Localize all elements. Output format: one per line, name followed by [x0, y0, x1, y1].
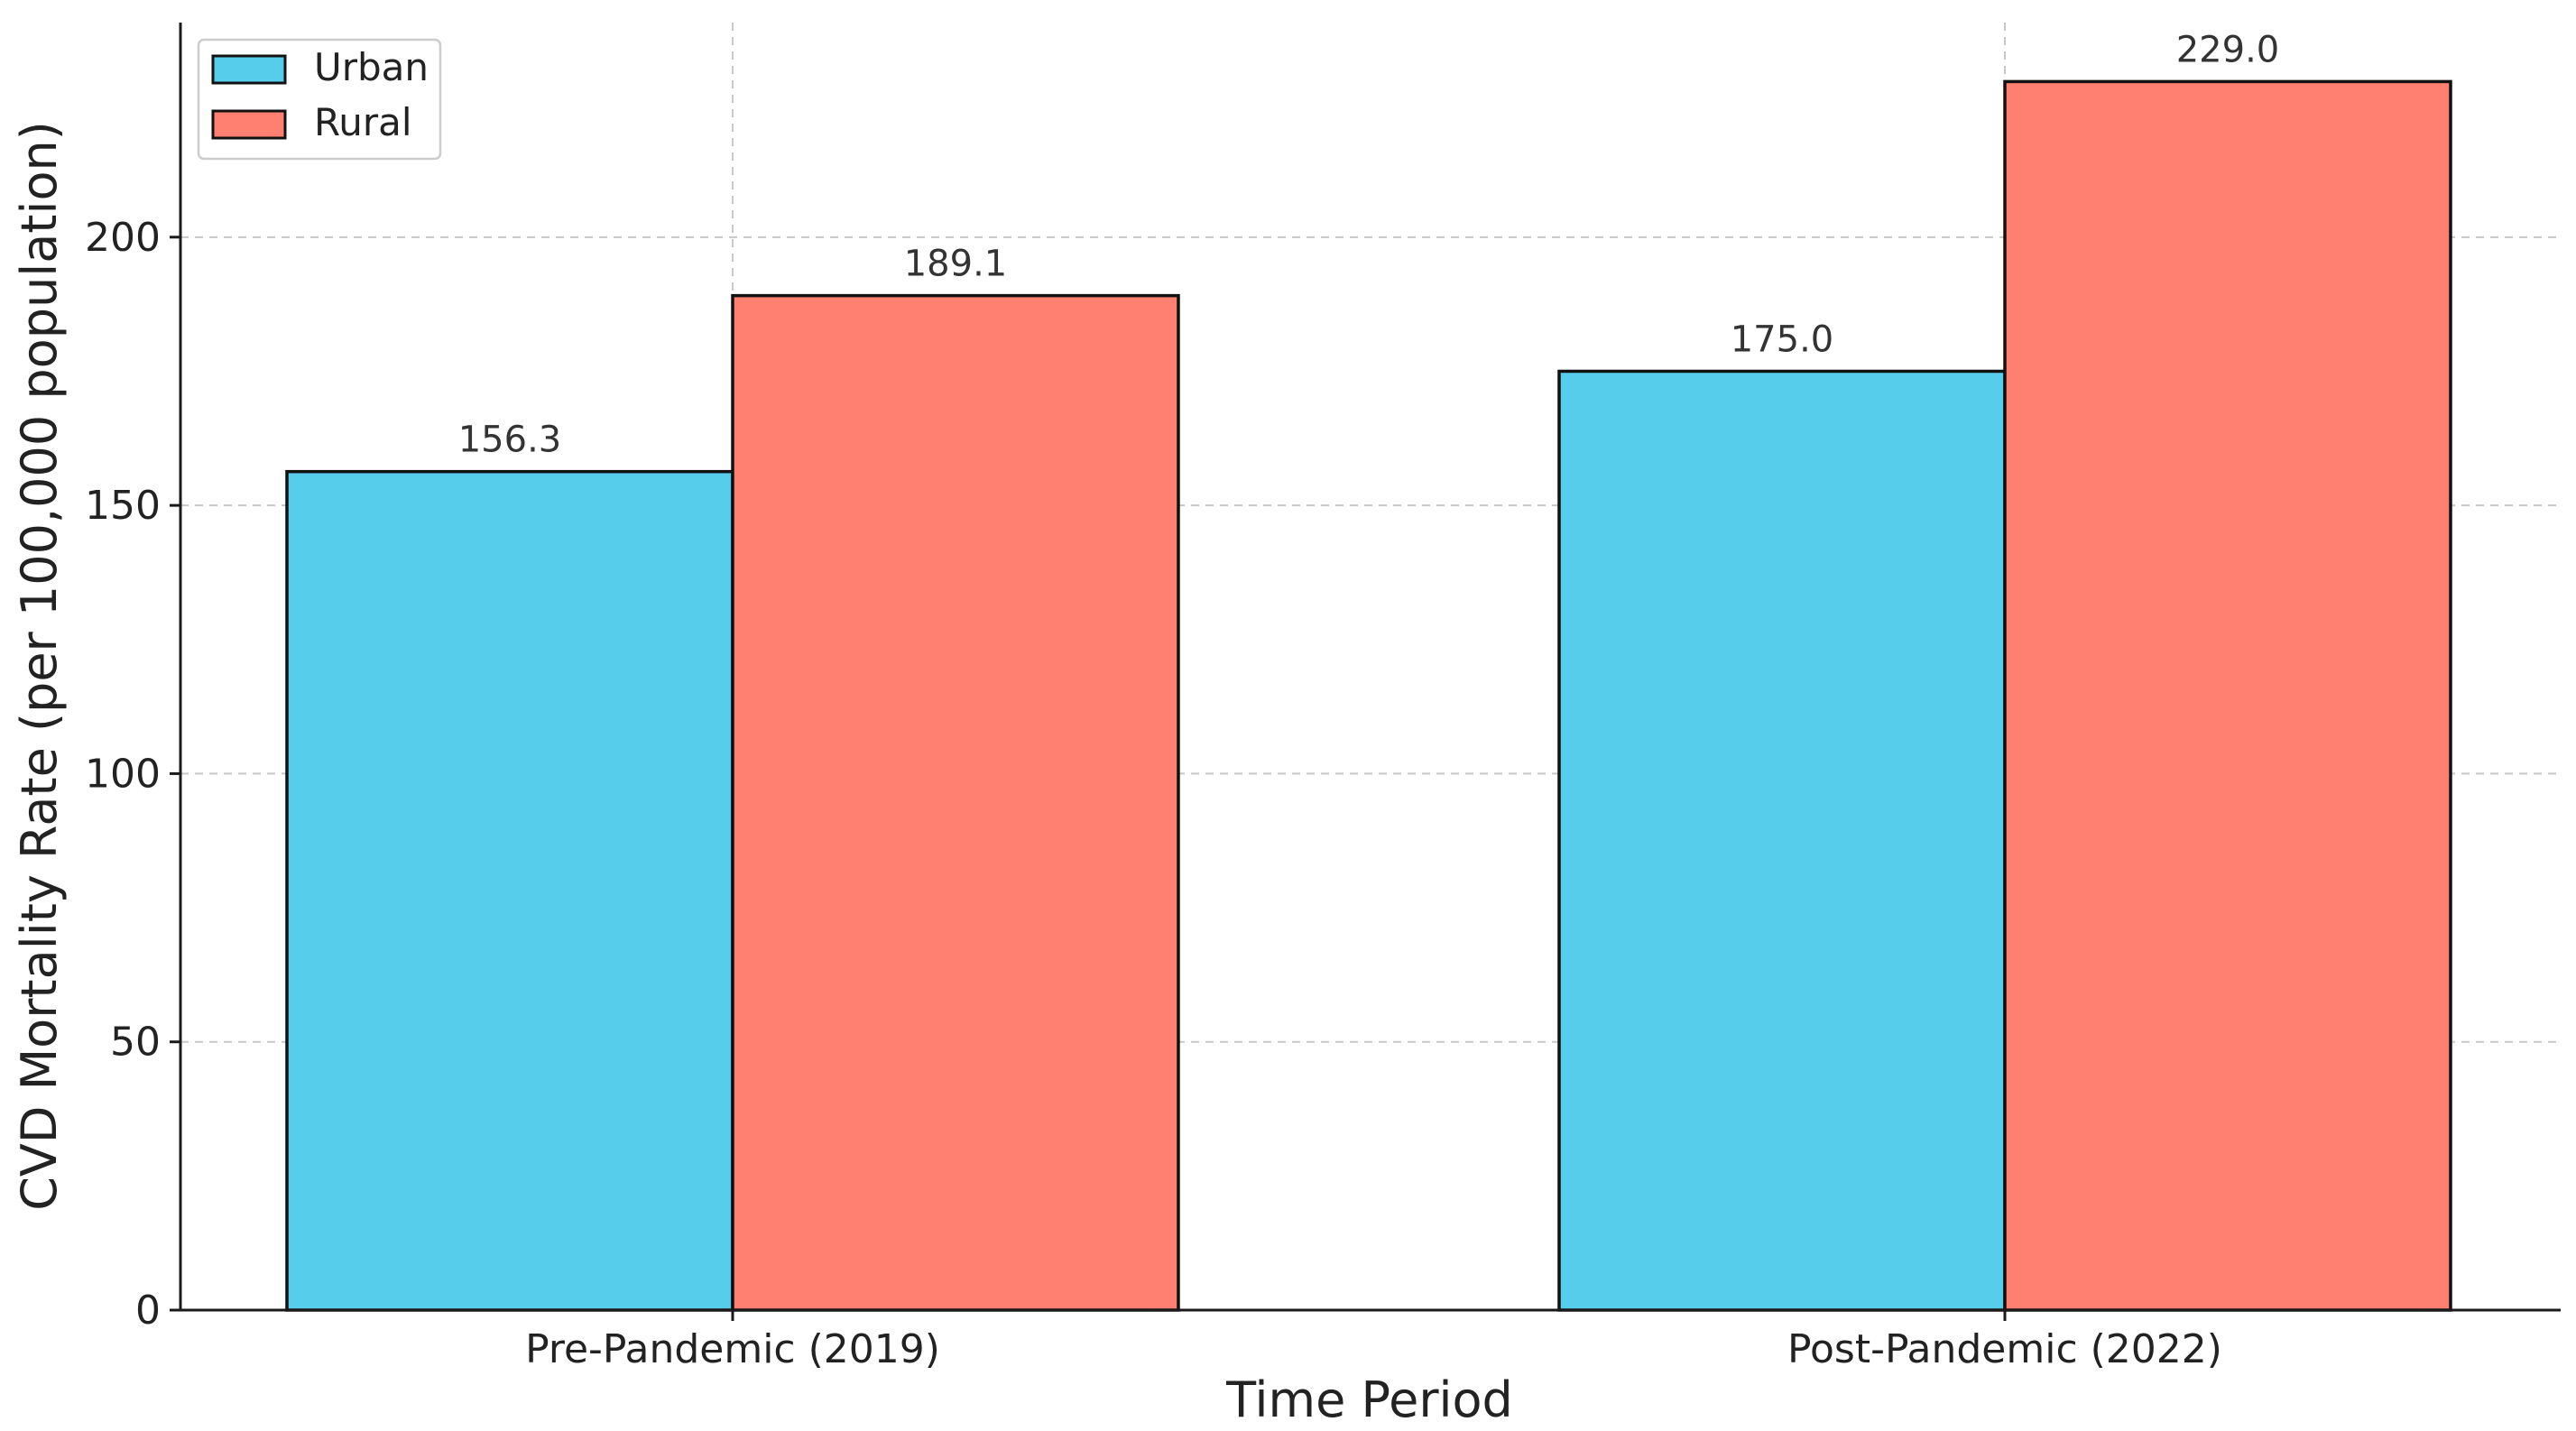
legend-swatch-urban	[211, 54, 287, 85]
y-tick-label: 150	[85, 483, 161, 529]
y-tick-label: 200	[85, 215, 161, 261]
bar-rural-0	[731, 293, 1180, 1312]
bar-urban-1	[1557, 369, 2007, 1312]
bar-rural-1	[2003, 79, 2452, 1312]
y-tick-label: 0	[135, 1288, 161, 1334]
bar-urban-0	[285, 469, 734, 1312]
y-tick-label: 100	[85, 751, 161, 797]
y-axis-ticks: 0 50 100 150 200	[85, 215, 180, 1334]
x-axis-ticks: Pre-Pandemic (2019) Post-Pandemic (2022)	[525, 1310, 2222, 1372]
data-label-urban-1: 175.0	[1731, 319, 1834, 360]
x-axis-label: Time Period	[1225, 1371, 1513, 1428]
legend-label-rural: Rural	[314, 100, 412, 144]
data-labels: 156.3 175.0 189.1 229.0	[458, 29, 2280, 460]
data-label-rural-1: 229.0	[2176, 29, 2280, 70]
legend: Urban Rural	[197, 38, 442, 161]
legend-swatch-rural	[211, 109, 287, 140]
x-tick-label: Post-Pandemic (2022)	[1787, 1326, 2222, 1372]
y-tick-label: 50	[110, 1020, 161, 1066]
y-axis-label: CVD Mortality Rate (per 100,000 populati…	[11, 121, 68, 1211]
data-label-rural-0: 189.1	[904, 244, 1008, 285]
x-tick-label: Pre-Pandemic (2019)	[525, 1326, 940, 1372]
data-label-urban-0: 156.3	[458, 420, 562, 461]
bars	[285, 79, 2452, 1312]
legend-label-urban: Urban	[314, 45, 429, 89]
